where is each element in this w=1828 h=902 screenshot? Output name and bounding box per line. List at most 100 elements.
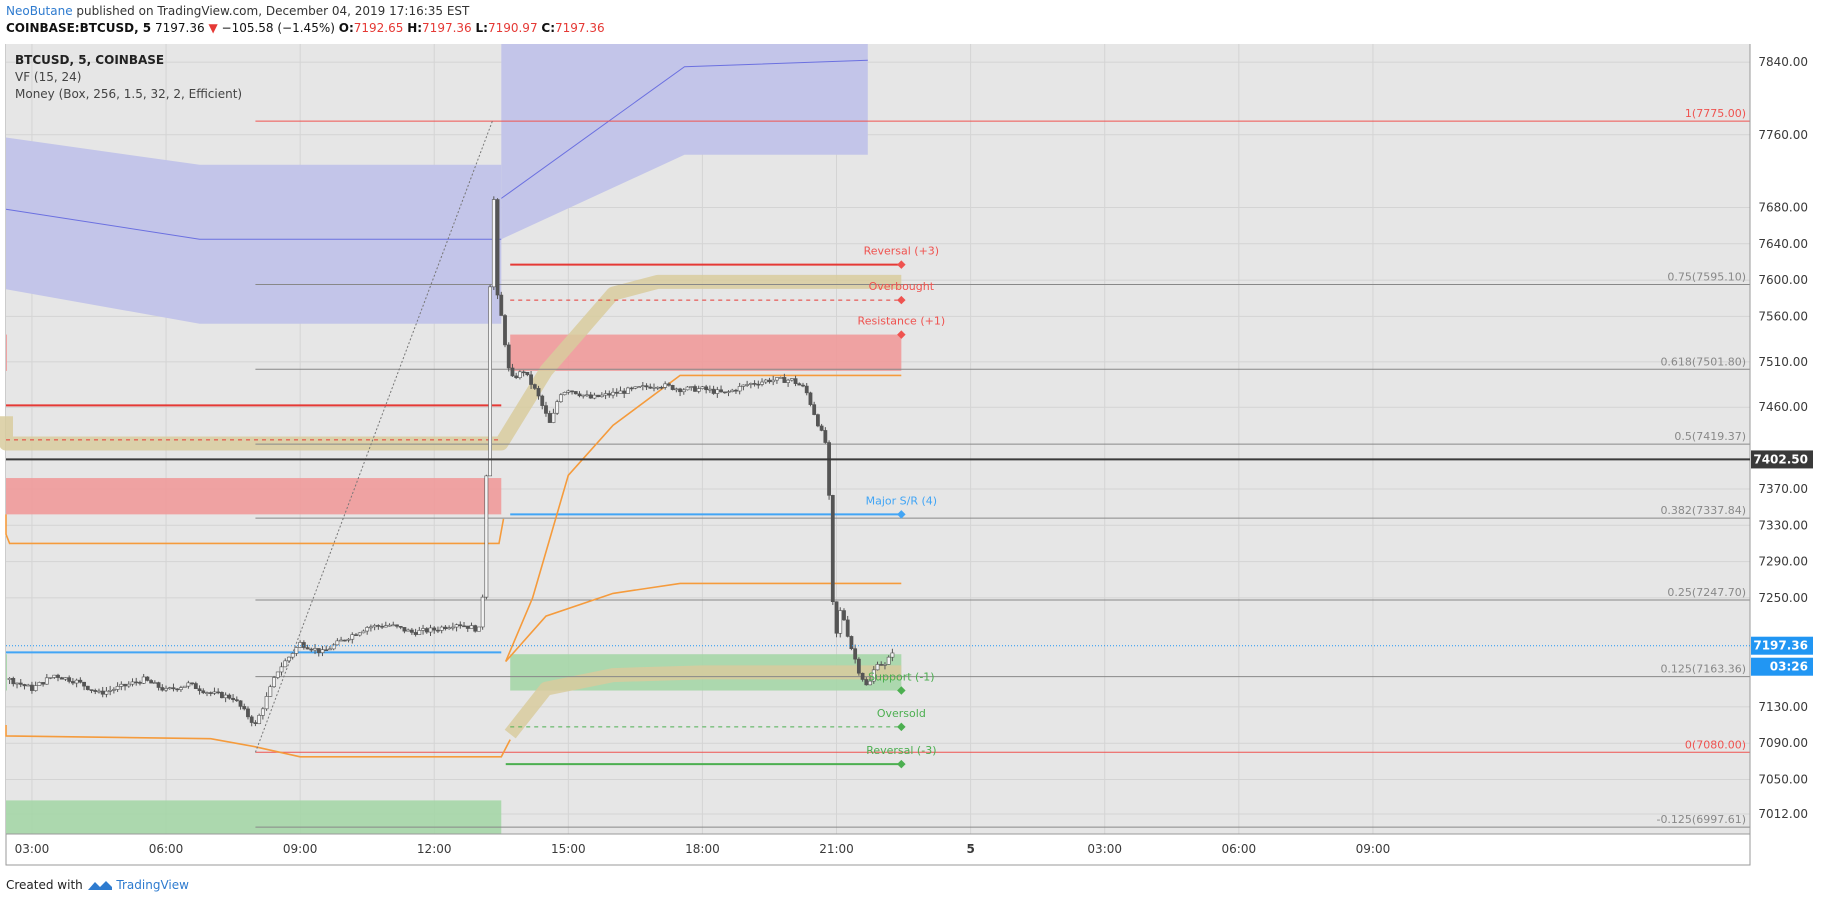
- candle-body: [637, 386, 642, 388]
- candle-body: [838, 610, 843, 634]
- tradingview-link[interactable]: TradingView: [116, 878, 189, 892]
- money-flow-line: [5, 514, 505, 545]
- sr-zone-box: [6, 654, 7, 691]
- candle-body: [320, 649, 325, 653]
- candle-body: [663, 383, 668, 388]
- price-badge: [1751, 450, 1813, 469]
- candle-body: [48, 677, 53, 679]
- candle-body: [59, 677, 64, 680]
- sr-diamond-icon: [897, 330, 906, 339]
- candle-body: [883, 664, 887, 666]
- x-tick-label: 18:00: [685, 842, 720, 856]
- legend-indicator-money[interactable]: Money (Box, 256, 1.5, 32, 2, Efficient): [15, 87, 243, 101]
- candle-body: [253, 722, 258, 725]
- sr-zones-layer: [6, 334, 902, 834]
- candle-body: [547, 413, 552, 423]
- candle-body: [473, 625, 478, 632]
- candle-body: [875, 664, 880, 671]
- x-tick-label: 5: [966, 842, 974, 856]
- high-value: 7197.36: [422, 21, 472, 35]
- candle-body: [558, 394, 563, 403]
- candle-body: [346, 638, 351, 641]
- candle-body: [596, 394, 601, 398]
- time-axis[interactable]: 03:00 06:00 09:00 12:00 15:00 18:00 21:00 5 03:0…: [15, 842, 1391, 856]
- legend-indicator-vf[interactable]: VF (15, 24): [15, 70, 82, 84]
- price-badges-layer: 7402.50 7197.36 03:26: [6, 450, 1813, 676]
- y-tick-label: 7012.00: [1758, 807, 1808, 821]
- candle-body: [842, 610, 846, 621]
- candle-body: [33, 685, 38, 691]
- fib-level-label: 0.75(7595.10): [1667, 271, 1746, 284]
- low-label: L:: [475, 21, 488, 35]
- candle-body: [499, 294, 504, 316]
- candle-body: [518, 371, 522, 379]
- price-chart[interactable]: 1(7775.00) 0.75(7595.10) 0.618(7501.80) 0.5…: [0, 44, 1828, 874]
- candle-body: [398, 626, 403, 628]
- author-link[interactable]: NeoButane: [6, 4, 73, 18]
- candle-body: [119, 683, 124, 687]
- sr-zone-box: [6, 334, 7, 371]
- candle-body: [436, 629, 440, 632]
- candle-body: [711, 388, 716, 394]
- close-value: 7197.36: [555, 21, 605, 35]
- candle-body: [830, 495, 835, 602]
- candle-body: [782, 377, 787, 383]
- candle-body: [626, 387, 630, 394]
- sr-lines-layer: [6, 263, 902, 766]
- candle-body: [450, 626, 455, 629]
- candle-body: [469, 625, 474, 629]
- price-axis[interactable]: 7840.00 7760.00 7680.00 7640.00 7600.00 7560.…: [1758, 55, 1808, 821]
- candle-body: [141, 676, 146, 684]
- symbol-label: COINBASE:BTCUSD, 5: [6, 21, 152, 35]
- candle-body: [827, 442, 831, 496]
- candle-body: [745, 384, 750, 386]
- candle-body: [562, 392, 567, 396]
- candle-body: [130, 681, 135, 685]
- candle-body: [540, 395, 545, 406]
- candle-body: [789, 378, 794, 381]
- sr-diamond-icon: [897, 260, 906, 269]
- candle-body: [179, 687, 183, 690]
- fib-level-label: 0.125(7163.36): [1660, 663, 1746, 676]
- candle-body: [316, 648, 321, 653]
- candle-body: [652, 386, 656, 389]
- candle-body: [823, 430, 828, 443]
- candle-body: [97, 690, 101, 693]
- price-badge-label: 03:26: [1770, 660, 1808, 674]
- candle-body: [123, 683, 127, 687]
- candle-body: [104, 690, 109, 695]
- x-tick-label: 09:00: [1356, 842, 1391, 856]
- candle-body: [264, 696, 269, 710]
- candle-body: [421, 628, 425, 631]
- grid-layer: [6, 44, 1750, 834]
- fib-level-label: 0(7080.00): [1685, 738, 1746, 751]
- candle-body: [205, 692, 209, 694]
- candle-body: [767, 379, 772, 383]
- candle-body: [11, 678, 16, 685]
- candle-body: [15, 682, 19, 685]
- candle-body: [67, 677, 72, 682]
- candle-body: [18, 682, 23, 685]
- candle-body: [529, 374, 533, 385]
- candle-body: [719, 389, 723, 393]
- candle-body: [748, 383, 753, 385]
- sr-zone-box: [6, 800, 502, 834]
- candle-body: [681, 389, 686, 393]
- candle-body: [313, 648, 317, 651]
- fib-trend-line: [254, 121, 493, 753]
- candle-body: [328, 648, 332, 651]
- candle-body: [391, 624, 396, 627]
- candle-body: [160, 687, 165, 691]
- chart-legend: BTCUSD, 5, COINBASE VF (15, 24) Money (B…: [15, 52, 242, 103]
- candle-body: [63, 677, 68, 680]
- y-tick-label: 7290.00: [1758, 555, 1808, 569]
- candle-body: [506, 344, 511, 369]
- candle-body: [573, 391, 578, 395]
- candle-body: [786, 379, 791, 383]
- candle-body: [510, 367, 515, 377]
- candle-body: [633, 386, 638, 389]
- candle-body: [488, 286, 493, 477]
- candle-body: [145, 676, 150, 681]
- candle-body: [175, 688, 180, 691]
- candle-body: [290, 653, 295, 658]
